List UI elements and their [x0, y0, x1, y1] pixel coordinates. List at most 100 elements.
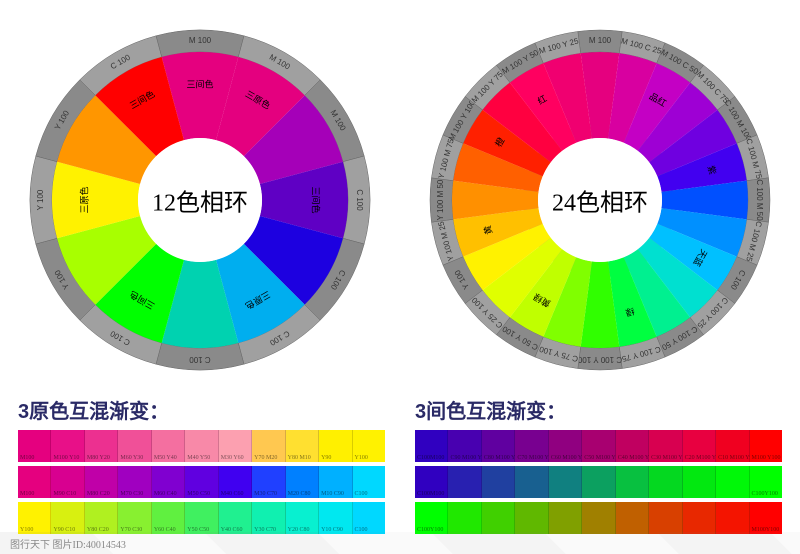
- gradient-swatch: M80 Y20: [85, 430, 118, 462]
- gradient-row: M100 M90 C10 M80 C20M70 C30M60 C40 M50 C50 M…: [18, 466, 385, 498]
- gradient-row: C100Y100M100Y100: [415, 502, 782, 534]
- swatch-label: M30 Y60: [221, 455, 244, 461]
- wheels-row: M 100M 100M 100C 100C 100C 100C 100C 100…: [0, 20, 800, 380]
- gradient-swatch: M100Y100: [750, 502, 782, 534]
- swatch-label: M20 C80: [288, 491, 311, 497]
- swatch-label: M50 C50: [187, 491, 210, 497]
- gradient-swatch: [582, 502, 615, 534]
- swatch-label: Y70 M20: [254, 455, 277, 461]
- gradient-swatch: M100 Y100: [750, 430, 782, 462]
- gradient-swatch: [549, 502, 582, 534]
- wheel-24-title: 24色相环: [552, 183, 648, 218]
- ring-code: C 100 M 50: [755, 179, 764, 221]
- gradient-swatch: [649, 502, 682, 534]
- ring-code: Y 100: [36, 189, 45, 210]
- gradient-swatch: Y50 C50: [185, 502, 218, 534]
- gradient-row: C100M100C90 M100 Y10C80 M100 Y20C70 M100…: [415, 430, 782, 462]
- swatch-label: M100 Y10: [53, 455, 79, 461]
- gradient-swatch: Y90: [319, 430, 352, 462]
- swatch-label: M30 C70: [254, 491, 277, 497]
- swatch-label: M40 C60: [221, 491, 244, 497]
- gradient-swatch: C80 M100 Y20: [482, 430, 515, 462]
- swatch-label: C100: [355, 491, 368, 497]
- watermark: 图行天下 图片ID:40014543: [0, 532, 800, 554]
- gradient-swatch: [448, 502, 481, 534]
- swatch-label: M60 C40: [154, 491, 177, 497]
- gradients-section: 3原色互混渐变： M100 M100 Y10 M80 Y20 M60 Y30M50 Y…: [0, 395, 800, 538]
- gradient-row: Y100Y90 C10Y80 C20Y70 C30Y60 C40Y50 C50Y…: [18, 502, 385, 534]
- gradient-swatch: C20 M100 Y80: [683, 430, 716, 462]
- gradient-swatch: Y10 C90: [319, 502, 352, 534]
- gradient-swatch: Y80 M10: [286, 430, 319, 462]
- gradient-swatch: Y60 C40: [152, 502, 185, 534]
- segment-label: 三原色: [78, 186, 89, 213]
- swatch-label: M90 C10: [53, 491, 76, 497]
- swatch-label: C100M100: [417, 455, 444, 461]
- gradient-swatch: C100: [353, 502, 385, 534]
- gradient-swatch: M100: [18, 430, 51, 462]
- gradient-swatch: [582, 466, 615, 498]
- swatch-label: M80 Y20: [87, 455, 110, 461]
- gradient-swatch: [649, 466, 682, 498]
- gradient-swatch: [716, 466, 749, 498]
- gradient-swatch: C30 M100 Y70: [649, 430, 682, 462]
- gradient-swatch: Y100: [18, 502, 51, 534]
- watermark-text: 图行天下 图片ID:40014543: [10, 540, 126, 551]
- swatch-label: Y80 M10: [288, 455, 311, 461]
- swatch-label: C100M100: [417, 491, 444, 497]
- gradient-swatch: C10 M100 Y90: [716, 430, 749, 462]
- swatch-label: Y100: [355, 455, 368, 461]
- swatch-label: M10 C90: [321, 491, 344, 497]
- swatch-label: M100: [20, 491, 34, 497]
- gradient-swatch: M60 Y30: [118, 430, 151, 462]
- gradient-swatch: M20 C80: [286, 466, 319, 498]
- gradient-swatch: [616, 466, 649, 498]
- segment-label: 三间色: [186, 78, 213, 89]
- gradient-swatch: [482, 502, 515, 534]
- segment-label: 三间色: [311, 186, 322, 213]
- gradients-right-title: 3间色互混渐变：: [415, 395, 782, 424]
- wheel-12: M 100M 100M 100C 100C 100C 100C 100C 100…: [20, 20, 380, 380]
- gradient-swatch: Y20 C80: [286, 502, 319, 534]
- gradient-swatch: [616, 502, 649, 534]
- ring-code: M 100: [189, 36, 212, 45]
- gradient-swatch: C90 M100 Y10: [448, 430, 481, 462]
- gradient-swatch: C60 M100 Y40: [549, 430, 582, 462]
- gradient-swatch: M100 Y10: [51, 430, 84, 462]
- gradient-swatch: [683, 502, 716, 534]
- gradient-swatch: [716, 502, 749, 534]
- gradient-swatch: C100: [353, 466, 385, 498]
- gradient-swatch: M100: [18, 466, 51, 498]
- gradient-row: C100M100 C100Y100: [415, 466, 782, 498]
- ring-code: M 100: [589, 36, 612, 45]
- wheel-12-title: 12色相环: [152, 183, 248, 218]
- gradient-swatch: [549, 466, 582, 498]
- gradient-swatch: C100M100: [415, 430, 448, 462]
- ring-code: C 100: [189, 355, 211, 364]
- swatch-label: M50 Y40: [154, 455, 177, 461]
- gradient-swatch: C100Y100: [750, 466, 782, 498]
- gradient-row: M100 M100 Y10 M80 Y20 M60 Y30M50 Y40 M40 Y50…: [18, 430, 385, 462]
- gradient-swatch: M80 C20: [85, 466, 118, 498]
- gradient-swatch: M50 Y40: [152, 430, 185, 462]
- gradient-swatch: Y70 M20: [252, 430, 285, 462]
- gradient-swatch: [448, 466, 481, 498]
- swatch-label: Y90: [321, 455, 331, 461]
- swatch-label: M100: [20, 455, 34, 461]
- gradient-swatch: M70 C30: [118, 466, 151, 498]
- swatch-label: C100Y100: [752, 491, 778, 497]
- gradient-swatch: [683, 466, 716, 498]
- gradient-swatch: M40 Y50: [185, 430, 218, 462]
- gradient-swatch: M30 Y60: [219, 430, 252, 462]
- gradient-swatch: C50 M100 Y50: [582, 430, 615, 462]
- gradient-swatch: [482, 466, 515, 498]
- swatch-label: M100 Y100: [752, 455, 781, 461]
- gradient-swatch: M10 C90: [319, 466, 352, 498]
- gradients-right: 3间色互混渐变： C100M100 C90 M100 Y10C80 M100 Y2…: [415, 395, 782, 538]
- gradient-swatch: Y100: [353, 430, 385, 462]
- gradient-swatch: Y70 C30: [118, 502, 151, 534]
- gradients-left-title: 3原色互混渐变：: [18, 395, 385, 424]
- wheel-24: M 100M 100 C 25M 100 C 50M 100 C 75C 100…: [420, 20, 780, 380]
- gradients-left: 3原色互混渐变： M100 M100 Y10 M80 Y20 M60 Y30M50 Y…: [18, 395, 385, 538]
- gradient-swatch: Y40 C60: [219, 502, 252, 534]
